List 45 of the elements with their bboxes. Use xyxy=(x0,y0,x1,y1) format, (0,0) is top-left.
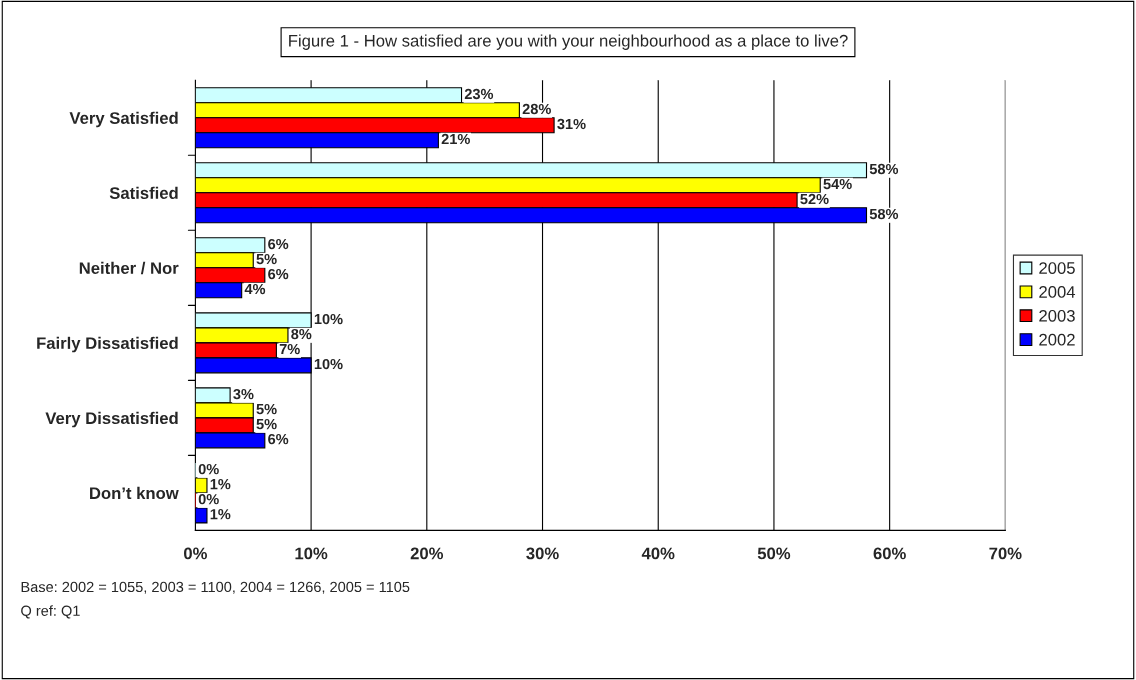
data-label: 6% xyxy=(268,238,289,250)
x-tick-label: 30% xyxy=(526,547,559,560)
data-label: 0% xyxy=(198,463,219,475)
data-label: 6% xyxy=(268,268,289,280)
x-tick-label: 0% xyxy=(184,547,207,560)
y-tick-label: Neither / Nor xyxy=(79,261,179,275)
data-label: 0% xyxy=(198,493,219,505)
data-label: 1% xyxy=(210,479,231,490)
data-label: 6% xyxy=(268,433,289,445)
data-label: 8% xyxy=(291,328,312,340)
data-label: 5% xyxy=(256,253,277,265)
y-tick-label: Don’t know xyxy=(90,486,179,500)
data-label: 52% xyxy=(800,193,829,205)
data-label: 10% xyxy=(314,313,343,325)
text: Q ref: Q1 xyxy=(21,605,80,619)
data-label: 54% xyxy=(823,178,852,190)
y-tick-label: Satisfied xyxy=(109,186,178,199)
data-label: 3% xyxy=(233,388,254,400)
x-tick-label: 20% xyxy=(410,547,444,560)
data-label: 5% xyxy=(256,403,277,415)
data-label: 28% xyxy=(522,103,551,115)
chart-title: Figure 1 - How satisfied are you with your neighbourhood as a place to live? xyxy=(289,34,848,50)
x-tick-label: 70% xyxy=(989,547,1022,560)
data-label: 21% xyxy=(441,133,470,145)
data-label: 31% xyxy=(557,118,586,130)
x-tick-label: 50% xyxy=(757,547,791,560)
legend-label: 2005 xyxy=(1039,262,1075,274)
y-tick-label: Very Dissatisfied xyxy=(45,411,178,428)
data-label: 10% xyxy=(314,358,343,370)
data-label: 23% xyxy=(464,88,494,100)
data-label: 4% xyxy=(244,283,266,295)
data-label: 1% xyxy=(210,509,231,520)
data-label: 7% xyxy=(279,343,300,355)
legend-label: 2003 xyxy=(1039,309,1075,322)
y-tick-label: Very Satisfied xyxy=(69,111,178,128)
text: Base: 2002 = 1055, 2003 = 1100, 2004 = 1266, 2005 = 1105 xyxy=(21,581,410,594)
x-tick-label: 60% xyxy=(873,547,906,560)
x-tick-label: 40% xyxy=(641,547,675,560)
data-label: 58% xyxy=(869,163,899,175)
y-tick-label: Fairly Dissatisfied xyxy=(37,336,178,353)
data-label: 5% xyxy=(256,418,277,430)
legend-label: 2002 xyxy=(1039,333,1075,346)
x-tick-label: 10% xyxy=(295,547,328,560)
legend-label: 2004 xyxy=(1039,286,1076,298)
data-label: 58% xyxy=(869,208,899,220)
